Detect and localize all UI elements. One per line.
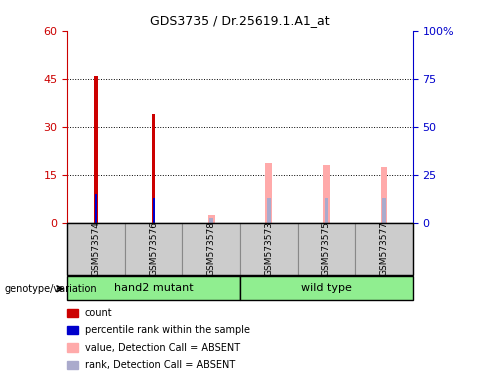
Text: GSM573577: GSM573577: [380, 221, 388, 276]
Text: hand2 mutant: hand2 mutant: [114, 283, 193, 293]
Text: GSM573576: GSM573576: [149, 221, 158, 276]
Text: percentile rank within the sample: percentile rank within the sample: [85, 325, 250, 335]
Text: rank, Detection Call = ABSENT: rank, Detection Call = ABSENT: [85, 360, 235, 370]
Text: GSM573575: GSM573575: [322, 221, 331, 276]
Bar: [381, 167, 387, 223]
Bar: [324, 198, 328, 223]
Text: GSM573573: GSM573573: [264, 221, 273, 276]
Text: genotype/variation: genotype/variation: [5, 284, 97, 294]
Bar: [355, 223, 413, 275]
Bar: [209, 218, 213, 223]
Text: GSM573578: GSM573578: [207, 221, 216, 276]
Bar: [67, 223, 125, 275]
Bar: [240, 276, 413, 300]
Bar: [153, 198, 155, 223]
Bar: [95, 194, 97, 223]
Bar: [125, 223, 182, 275]
Bar: [298, 223, 355, 275]
Title: GDS3735 / Dr.25619.1.A1_at: GDS3735 / Dr.25619.1.A1_at: [150, 14, 330, 27]
Text: GSM573574: GSM573574: [92, 221, 100, 276]
Bar: [240, 223, 298, 275]
Bar: [208, 215, 215, 223]
Bar: [152, 114, 156, 223]
Bar: [323, 165, 330, 223]
Bar: [67, 276, 240, 300]
Bar: [267, 198, 271, 223]
Bar: [94, 76, 98, 223]
Bar: [182, 223, 240, 275]
Bar: [382, 198, 386, 223]
Bar: [265, 163, 272, 223]
Text: count: count: [85, 308, 113, 318]
Text: wild type: wild type: [301, 283, 352, 293]
Text: value, Detection Call = ABSENT: value, Detection Call = ABSENT: [85, 343, 240, 353]
